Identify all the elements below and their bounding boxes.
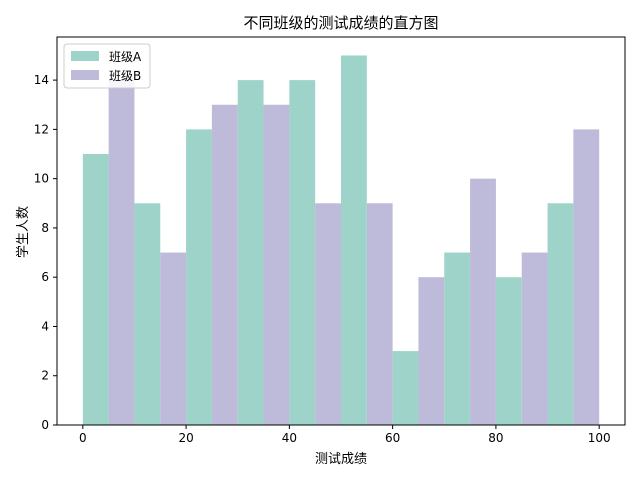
legend: 班级A 班级B bbox=[63, 43, 151, 89]
bars-group bbox=[82, 55, 600, 425]
x-axis-label: 测试成绩 bbox=[315, 452, 367, 467]
legend-swatch bbox=[71, 51, 99, 61]
x-tick-label: 0 bbox=[79, 431, 87, 445]
x-tick-label: 80 bbox=[488, 431, 503, 445]
bar-a-6 bbox=[392, 351, 419, 425]
bar-a-3 bbox=[237, 80, 264, 425]
x-tick-label: 100 bbox=[588, 431, 611, 445]
bar-a-8 bbox=[495, 277, 522, 425]
x-tick-label: 20 bbox=[178, 431, 193, 445]
bar-b-7 bbox=[470, 178, 496, 425]
bar-b-1 bbox=[160, 252, 187, 425]
bar-a-4 bbox=[289, 80, 316, 425]
bar-a-1 bbox=[134, 203, 161, 425]
legend-label: 班级B bbox=[109, 69, 141, 83]
plot-area-frame bbox=[56, 36, 626, 426]
y-tick-label: 12 bbox=[34, 122, 49, 136]
bar-a-9 bbox=[547, 203, 574, 425]
y-tick-label: 14 bbox=[34, 73, 49, 87]
y-axis-ticks: 0 2 4 6 8 10 12 14 bbox=[34, 73, 57, 432]
y-axis-label: 学生人数 bbox=[15, 206, 31, 258]
y-tick-label: 2 bbox=[41, 369, 49, 383]
x-tick-label: 40 bbox=[282, 431, 297, 445]
bar-a-2 bbox=[186, 129, 212, 425]
x-axis-ticks: 0 20 40 60 80 100 bbox=[79, 425, 611, 445]
bar-a-0 bbox=[82, 154, 109, 425]
bar-b-2 bbox=[211, 104, 238, 425]
bar-b-3 bbox=[263, 104, 290, 425]
x-tick-label: 60 bbox=[385, 431, 400, 445]
bar-b-6 bbox=[418, 277, 445, 425]
legend-swatch bbox=[71, 70, 99, 80]
bar-a-7 bbox=[444, 252, 471, 425]
bar-a-5 bbox=[341, 55, 367, 425]
chart-title: 不同班级的测试成绩的直方图 bbox=[243, 14, 438, 32]
y-tick-label: 10 bbox=[34, 172, 49, 186]
y-tick-label: 8 bbox=[41, 221, 49, 235]
bar-b-5 bbox=[366, 203, 393, 425]
y-tick-label: 6 bbox=[41, 270, 49, 284]
bar-b-8 bbox=[521, 252, 548, 425]
bar-b-4 bbox=[315, 203, 341, 425]
bar-b-0 bbox=[108, 80, 135, 425]
y-tick-label: 4 bbox=[41, 319, 49, 333]
bar-b-9 bbox=[573, 129, 600, 425]
legend-label: 班级A bbox=[109, 50, 142, 64]
y-tick-label: 0 bbox=[41, 418, 49, 432]
